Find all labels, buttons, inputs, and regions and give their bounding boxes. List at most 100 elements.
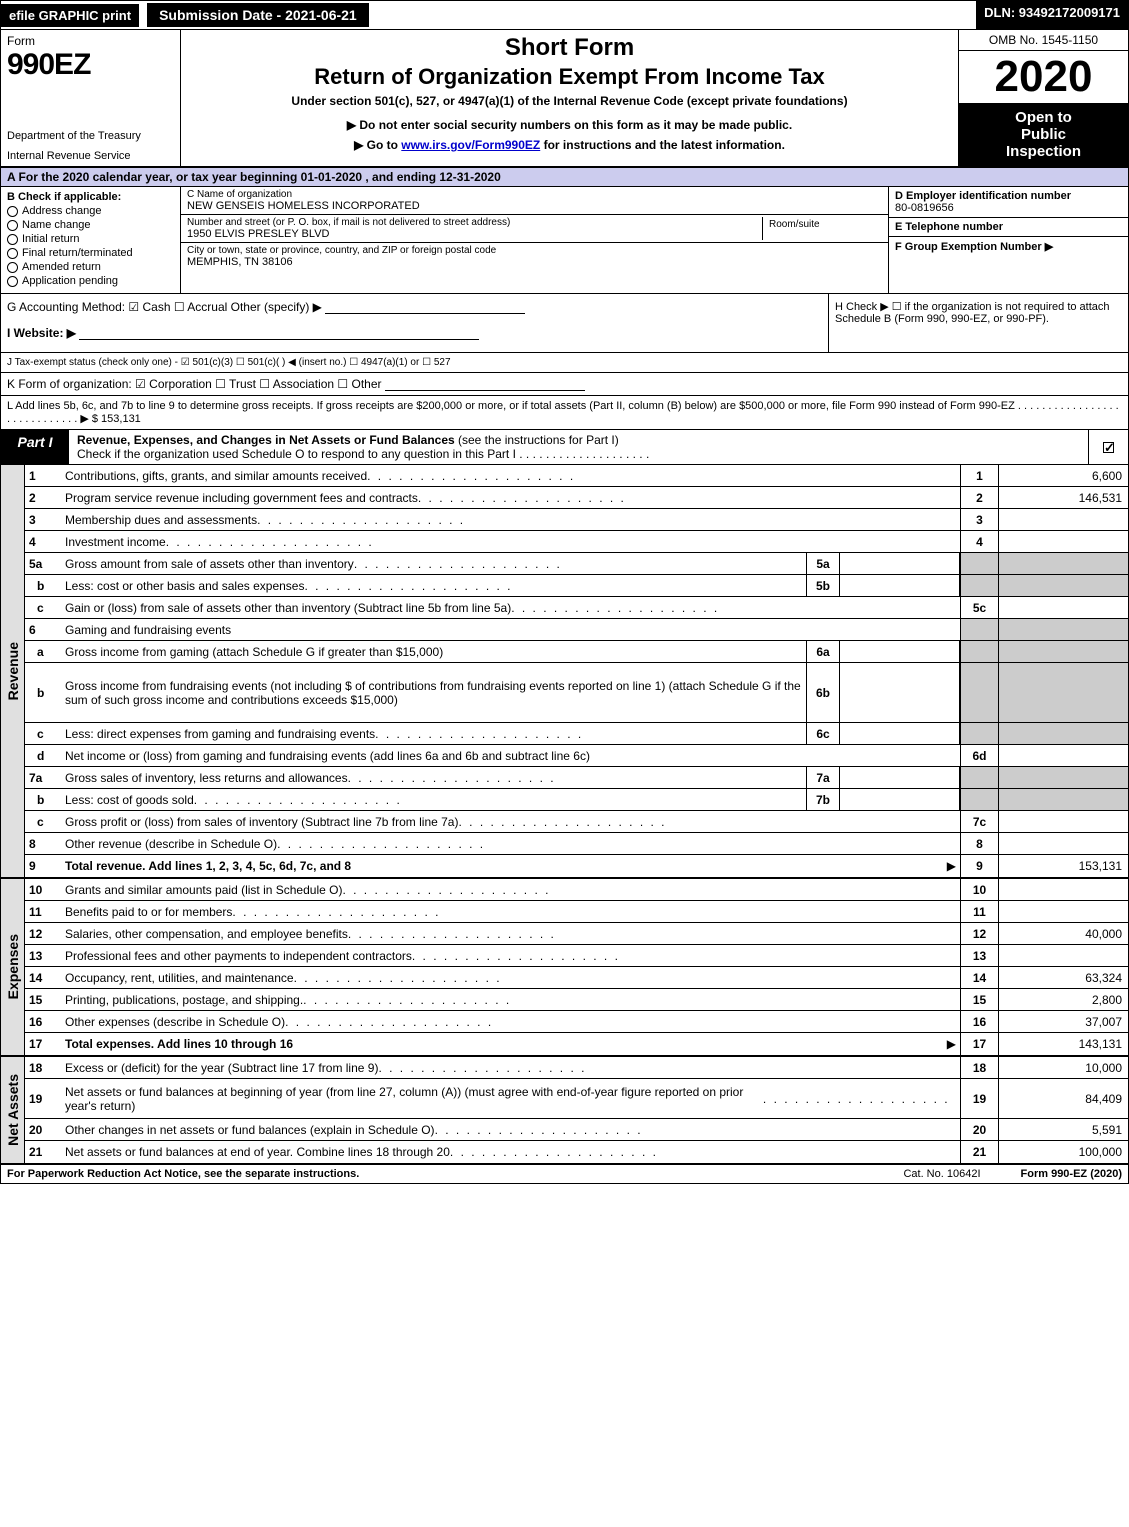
telephone-row: E Telephone number xyxy=(889,218,1128,237)
ghi-left: G Accounting Method: ☑ Cash ☐ Accrual Ot… xyxy=(1,294,828,352)
org-other-input[interactable] xyxy=(385,379,585,391)
netassets-section: Net Assets 18 Excess or (deficit) for th… xyxy=(1,1057,1128,1165)
street-row: Number and street (or P. O. box, if mail… xyxy=(181,215,888,243)
row-8: 8 Other revenue (describe in Schedule O)… xyxy=(25,833,1128,855)
revenue-section: Revenue 1 Contributions, gifts, grants, … xyxy=(1,465,1128,879)
row-14: 14 Occupancy, rent, utilities, and maint… xyxy=(25,967,1128,989)
revenue-rows: 1 Contributions, gifts, grants, and simi… xyxy=(25,465,1128,877)
row-1: 1 Contributions, gifts, grants, and simi… xyxy=(25,465,1128,487)
open-to-public: Open to Public Inspection xyxy=(959,103,1128,166)
chk-application-pending: Application pending xyxy=(7,275,174,287)
group-exemption-label: F Group Exemption Number ▶ xyxy=(895,240,1122,253)
row-10: 10 Grants and similar amounts paid (list… xyxy=(25,879,1128,901)
expenses-section: Expenses 10 Grants and similar amounts p… xyxy=(1,879,1128,1057)
row-7c: c Gross profit or (loss) from sales of i… xyxy=(25,811,1128,833)
room-label: Room/suite xyxy=(769,219,876,230)
row-3: 3 Membership dues and assessments 3 xyxy=(25,509,1128,531)
row-4: 4 Investment income 4 xyxy=(25,531,1128,553)
topbar-left: efile GRAPHIC print Submission Date - 20… xyxy=(1,1,371,29)
street-value: 1950 ELVIS PRESLEY BLVD xyxy=(187,228,762,240)
row-7a: 7a Gross sales of inventory, less return… xyxy=(25,767,1128,789)
expenses-rows: 10 Grants and similar amounts paid (list… xyxy=(25,879,1128,1055)
ghi-block: G Accounting Method: ☑ Cash ☐ Accrual Ot… xyxy=(1,294,1128,353)
org-name-row: C Name of organization NEW GENSEIS HOMEL… xyxy=(181,187,888,215)
open-line1: Open to xyxy=(963,109,1124,126)
return-title: Return of Organization Exempt From Incom… xyxy=(189,64,950,90)
goto-link[interactable]: www.irs.gov/Form990EZ xyxy=(401,138,540,152)
top-bar: efile GRAPHIC print Submission Date - 20… xyxy=(1,1,1128,30)
row-6d: d Net income or (loss) from gaming and f… xyxy=(25,745,1128,767)
row-21: 21 Net assets or fund balances at end of… xyxy=(25,1141,1128,1163)
row-17: 17 Total expenses. Add lines 10 through … xyxy=(25,1033,1128,1055)
goto-prefix: ▶ Go to xyxy=(354,138,401,152)
under-section-text: Under section 501(c), 527, or 4947(a)(1)… xyxy=(189,94,950,108)
row-6c: c Less: direct expenses from gaming and … xyxy=(25,723,1128,745)
page-footer: For Paperwork Reduction Act Notice, see … xyxy=(1,1165,1128,1183)
row-5b: b Less: cost or other basis and sales ex… xyxy=(25,575,1128,597)
omb-number: OMB No. 1545-1150 xyxy=(959,30,1128,51)
ein-label: D Employer identification number xyxy=(895,190,1122,202)
checkbox-icon[interactable] xyxy=(7,206,18,217)
website-input[interactable] xyxy=(79,328,479,340)
goto-suffix: for instructions and the latest informat… xyxy=(540,138,785,152)
street-label: Number and street (or P. O. box, if mail… xyxy=(187,217,762,228)
col-b-checkboxes: B Check if applicable: Address change Na… xyxy=(1,187,181,293)
form-990ez-page: efile GRAPHIC print Submission Date - 20… xyxy=(0,0,1129,1184)
footer-formref: Form 990-EZ (2020) xyxy=(1021,1168,1122,1180)
header-center: Short Form Return of Organization Exempt… xyxy=(181,30,958,166)
row-9: 9 Total revenue. Add lines 1, 2, 3, 4, 5… xyxy=(25,855,1128,877)
row-19: 19 Net assets or fund balances at beginn… xyxy=(25,1079,1128,1119)
short-form-title: Short Form xyxy=(189,34,950,62)
org-name-value: NEW GENSEIS HOMELESS INCORPORATED xyxy=(187,200,882,212)
telephone-label: E Telephone number xyxy=(895,221,1122,233)
part-i-title: Revenue, Expenses, and Changes in Net As… xyxy=(69,430,1088,464)
line-i: I Website: ▶ xyxy=(7,326,822,340)
ein-value: 80-0819656 xyxy=(895,202,1122,214)
goto-line: ▶ Go to www.irs.gov/Form990EZ for instru… xyxy=(189,138,950,152)
city-label: City or town, state or province, country… xyxy=(187,245,882,256)
row-6: 6 Gaming and fundraising events xyxy=(25,619,1128,641)
schedule-o-checkbox[interactable] xyxy=(1103,442,1114,453)
chk-amended-return: Amended return xyxy=(7,261,174,273)
form-header: Form 990EZ Department of the Treasury In… xyxy=(1,30,1128,168)
checkbox-icon[interactable] xyxy=(7,248,18,259)
dept-treasury: Department of the Treasury xyxy=(7,130,174,142)
header-left: Form 990EZ Department of the Treasury In… xyxy=(1,30,181,166)
form-number: 990EZ xyxy=(7,48,174,82)
row-2: 2 Program service revenue including gove… xyxy=(25,487,1128,509)
line-k: K Form of organization: ☑ Corporation ☐ … xyxy=(1,373,1128,396)
efile-label: efile GRAPHIC print xyxy=(1,4,139,27)
row-13: 13 Professional fees and other payments … xyxy=(25,945,1128,967)
line-g: G Accounting Method: ☑ Cash ☐ Accrual Ot… xyxy=(7,300,822,314)
checkbox-icon[interactable] xyxy=(7,234,18,245)
row-18: 18 Excess or (deficit) for the year (Sub… xyxy=(25,1057,1128,1079)
col-d-ein: D Employer identification number 80-0819… xyxy=(888,187,1128,293)
row-7b: b Less: cost of goods sold 7b xyxy=(25,789,1128,811)
footer-catno: Cat. No. 10642I xyxy=(903,1168,980,1180)
ein-row: D Employer identification number 80-0819… xyxy=(889,187,1128,218)
group-exemption-row: F Group Exemption Number ▶ xyxy=(889,237,1128,293)
form-label: Form xyxy=(7,34,174,48)
checkbox-icon[interactable] xyxy=(7,276,18,287)
chk-name-change: Name change xyxy=(7,219,174,231)
city-value: MEMPHIS, TN 38106 xyxy=(187,256,882,268)
header-right: OMB No. 1545-1150 2020 Open to Public In… xyxy=(958,30,1128,166)
row-6b: b Gross income from fundraising events (… xyxy=(25,663,1128,723)
row-20: 20 Other changes in net assets or fund b… xyxy=(25,1119,1128,1141)
tax-year: 2020 xyxy=(959,51,1128,103)
open-line2: Public xyxy=(963,126,1124,143)
footer-paperwork: For Paperwork Reduction Act Notice, see … xyxy=(7,1168,359,1180)
part-i-title-rest: (see the instructions for Part I) xyxy=(455,433,619,447)
row-12: 12 Salaries, other compensation, and emp… xyxy=(25,923,1128,945)
city-row: City or town, state or province, country… xyxy=(181,243,888,270)
line-l: L Add lines 5b, 6c, and 7b to line 9 to … xyxy=(1,396,1128,430)
checkbox-icon[interactable] xyxy=(7,220,18,231)
row-15: 15 Printing, publications, postage, and … xyxy=(25,989,1128,1011)
chk-final-return: Final return/terminated xyxy=(7,247,174,259)
checkbox-icon[interactable] xyxy=(7,262,18,273)
part-i-subline: Check if the organization used Schedule … xyxy=(77,447,649,461)
open-line3: Inspection xyxy=(963,143,1124,160)
chk-initial-return: Initial return xyxy=(7,233,174,245)
accounting-other-input[interactable] xyxy=(325,302,525,314)
part-i-header: Part I Revenue, Expenses, and Changes in… xyxy=(1,430,1128,465)
